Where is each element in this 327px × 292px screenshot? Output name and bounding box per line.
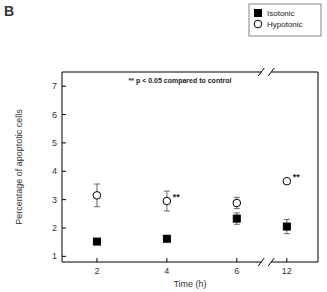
legend-box — [249, 4, 321, 36]
y-tick-label: 4 — [52, 166, 57, 176]
legend-marker — [254, 20, 262, 28]
error-bar — [234, 197, 240, 208]
x-tick-label: 12 — [282, 266, 292, 276]
error-bar — [284, 219, 290, 233]
y-tick — [62, 86, 66, 87]
error-bar — [164, 191, 170, 211]
point — [233, 215, 240, 222]
error-cap — [234, 212, 240, 213]
annotation: ** p < 0.05 compared to control — [129, 77, 232, 85]
legend: Isotonic Hypotonic — [249, 4, 321, 36]
legend-label: Isotonic — [267, 9, 295, 18]
frame — [62, 68, 318, 266]
point — [93, 238, 100, 245]
y-tick-label: 1 — [52, 251, 57, 261]
point — [163, 197, 171, 205]
error-bar — [164, 236, 170, 242]
y-tick — [62, 114, 66, 115]
x-tick — [96, 258, 97, 262]
error-cap — [234, 224, 240, 225]
error-cap — [164, 210, 170, 211]
y-tick-label: 2 — [52, 223, 57, 233]
y-tick-label: 3 — [52, 195, 57, 205]
y-tick — [62, 256, 66, 257]
panel-label: B — [4, 3, 14, 19]
chart: B123456724612Time (h)Percentage of apopt… — [0, 0, 327, 292]
axis-break-mark — [258, 258, 264, 266]
x-tick — [236, 258, 237, 262]
legend-marker — [255, 10, 262, 17]
y-axis — [62, 72, 63, 262]
y-tick — [62, 171, 66, 172]
axis-break-mark — [268, 258, 274, 266]
error-bar — [234, 213, 240, 224]
y-tick-label: 6 — [52, 110, 57, 120]
significance-mark: ** — [293, 172, 301, 182]
x-tick — [166, 258, 167, 262]
x-axis — [62, 262, 318, 263]
axis-break-mark — [268, 68, 274, 76]
point — [163, 235, 170, 242]
y-tick-label: 7 — [52, 81, 57, 91]
x-tick — [286, 258, 287, 262]
significance-mark: ** — [173, 192, 181, 202]
x-tick-label: 6 — [234, 266, 239, 276]
x-tick-label: 4 — [164, 266, 169, 276]
right-axis — [318, 72, 319, 262]
x-axis-label: Time (h) — [173, 279, 206, 289]
y-tick — [62, 227, 66, 228]
plot-area — [93, 177, 290, 245]
x-tick-label: 2 — [94, 266, 99, 276]
error-cap — [234, 208, 240, 209]
point — [283, 223, 290, 230]
error-cap — [94, 184, 100, 185]
y-axis-label: Percentage of apoptotic cells — [14, 109, 24, 225]
error-cap — [284, 233, 290, 234]
error-cap — [234, 197, 240, 198]
point — [283, 177, 291, 185]
top-axis — [62, 72, 318, 73]
y-tick-label: 5 — [52, 138, 57, 148]
point — [233, 199, 241, 207]
axis-break-mark — [258, 68, 264, 76]
point — [93, 192, 101, 200]
error-cap — [94, 206, 100, 207]
error-cap — [284, 219, 290, 220]
error-bar — [94, 184, 100, 207]
y-tick — [62, 142, 66, 143]
error-cap — [164, 191, 170, 192]
y-tick — [62, 199, 66, 200]
legend-label: Hypotonic — [267, 20, 303, 29]
